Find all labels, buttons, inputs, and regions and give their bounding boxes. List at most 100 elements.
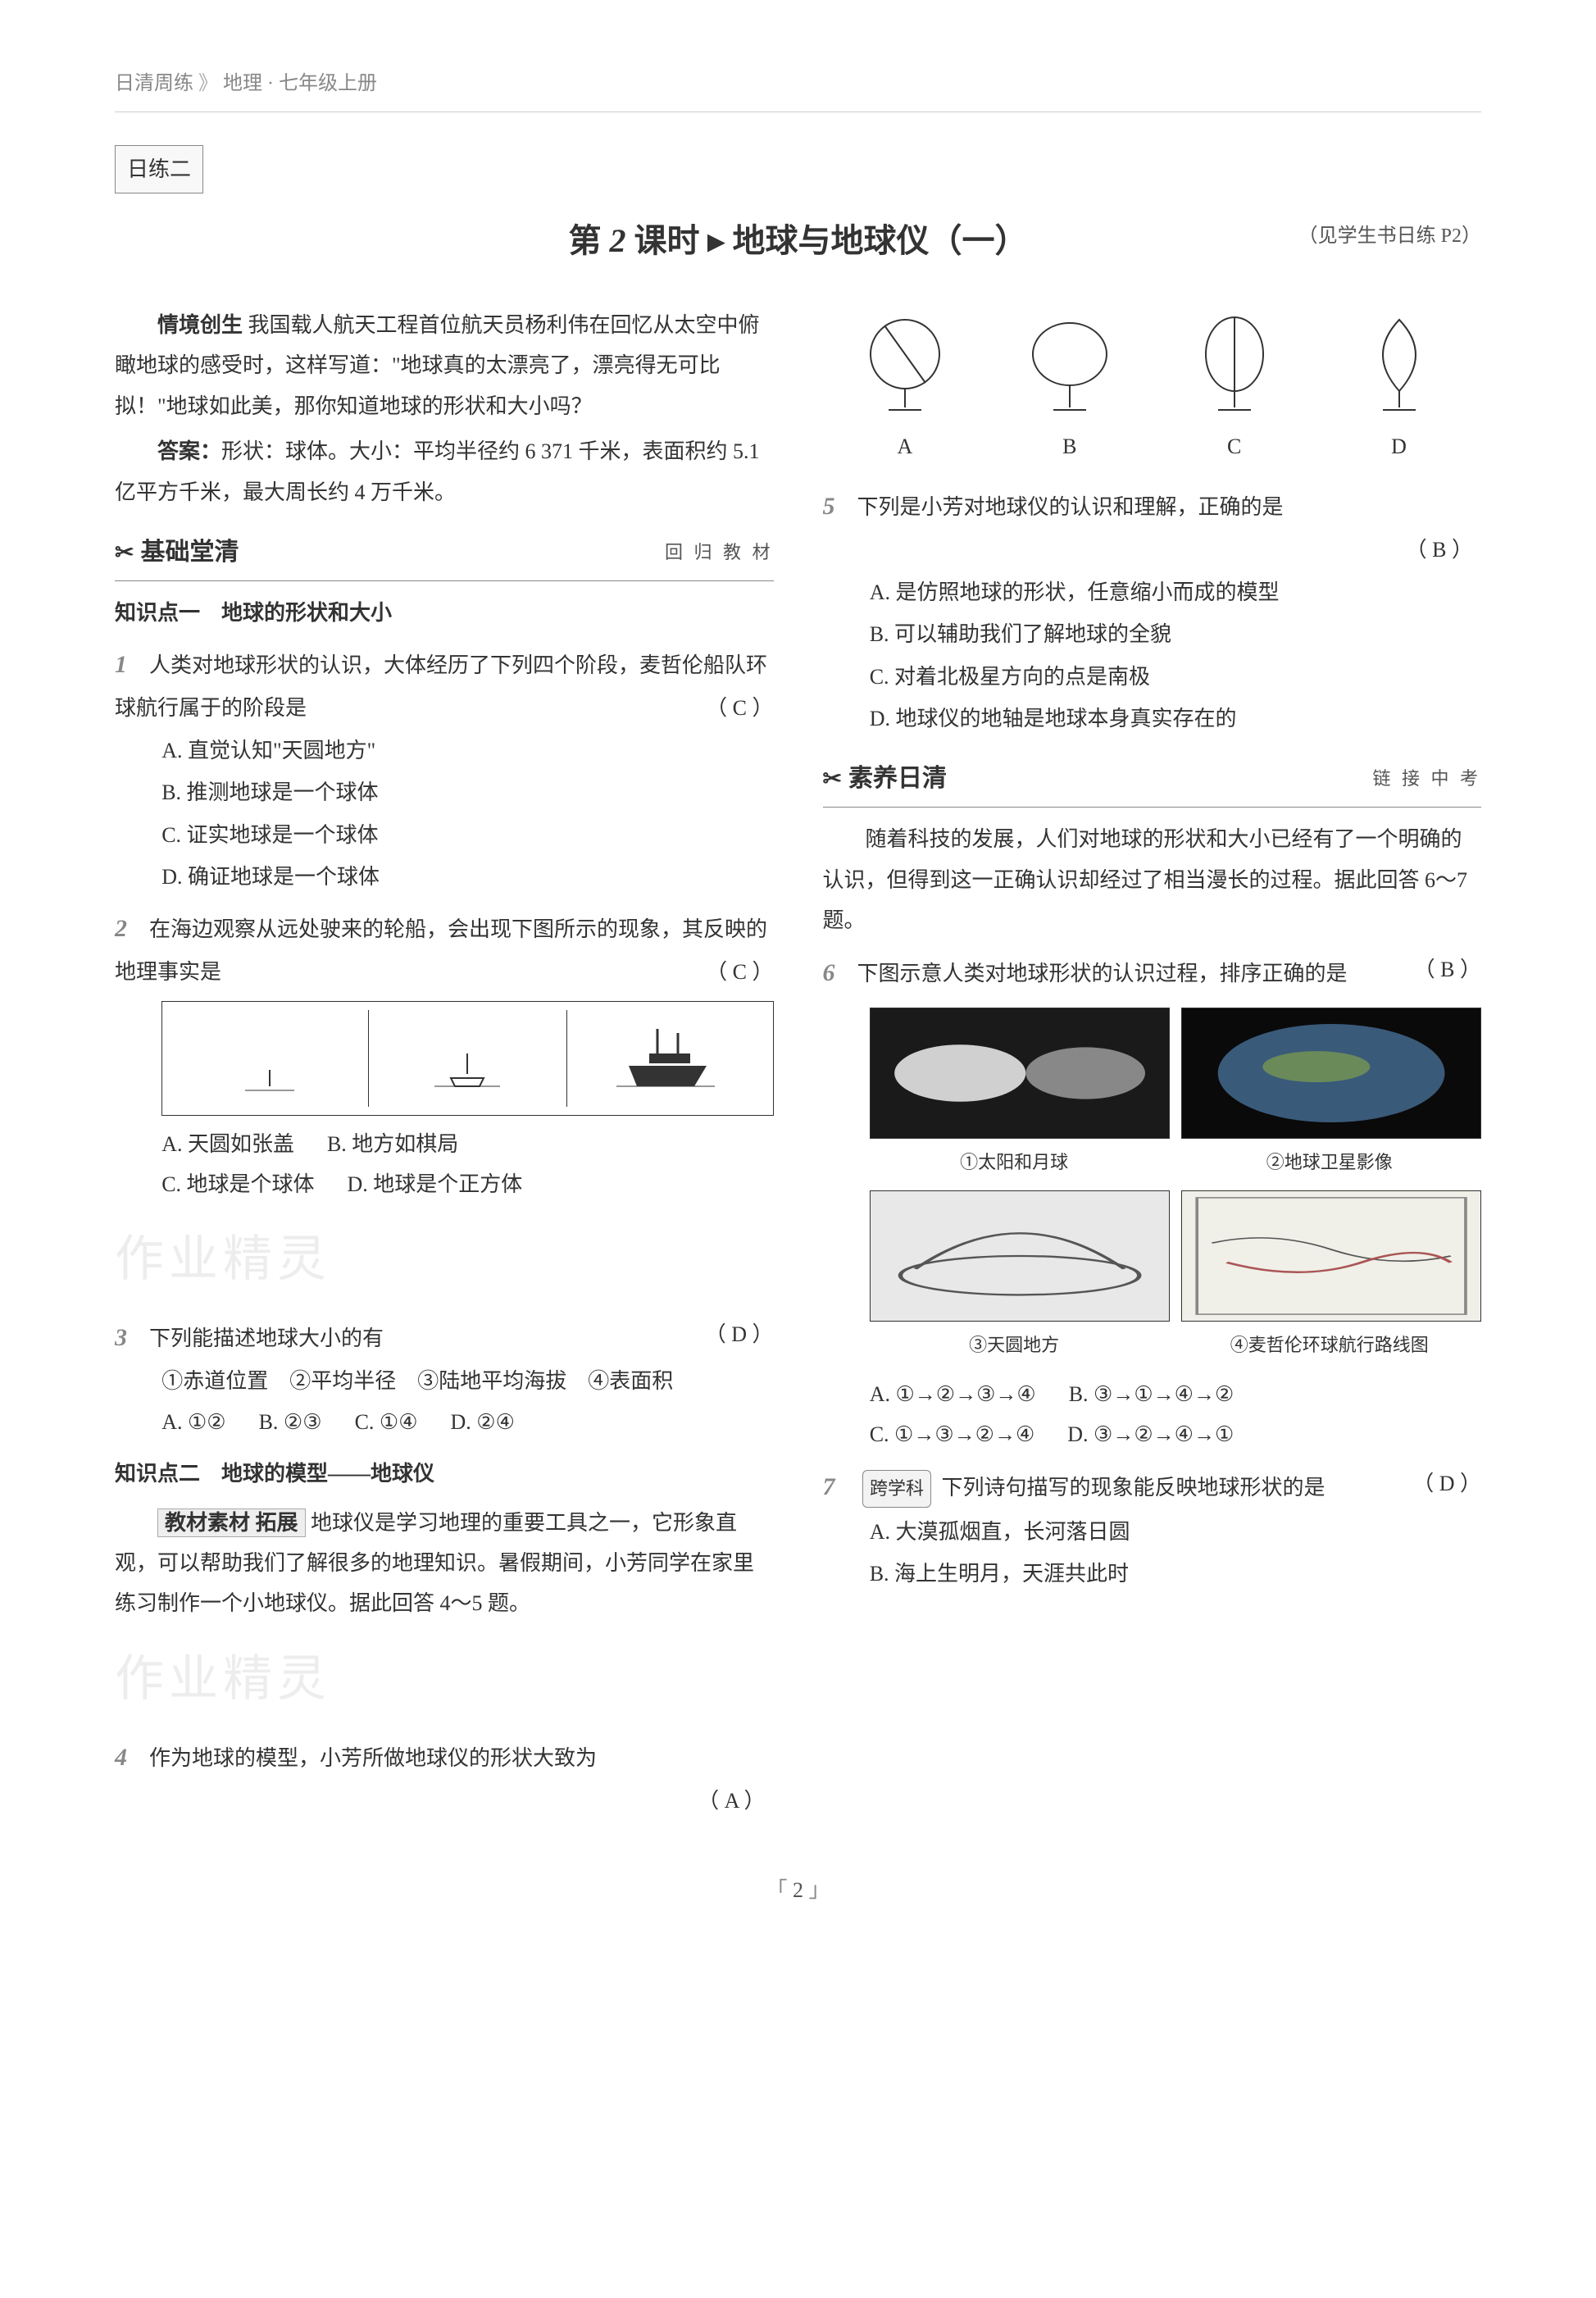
ship-small-icon [245, 1066, 294, 1099]
header-sep: 》 [198, 73, 218, 94]
diagram-b: B [1025, 313, 1115, 466]
q6-options-1: A. ①→②→③→④ B. ③→①→④→② [823, 1374, 1482, 1414]
globe-shape-diagram: A B C [823, 313, 1482, 466]
q6-img-row-2 [870, 1190, 1481, 1322]
q3-options: A. ①② B. ②③ C. ①④ D. ②④ [115, 1402, 774, 1442]
q7-answer: （ D ） [1412, 1463, 1481, 1504]
q3-opt-a: A. ①② [161, 1402, 225, 1442]
img-magellan-map [1181, 1190, 1481, 1322]
q1-opt-c: C. 证实地球是一个球体 [161, 815, 773, 855]
q4-stem: 作为地球的模型，小芳所做地球仪的形状大致为 [149, 1746, 597, 1770]
q6-opt-d: D. ③→②→④→① [1067, 1414, 1234, 1454]
q5-opt-b: B. 可以辅助我们了解地球的全貌 [870, 614, 1481, 654]
q2-answer: （ C ） [706, 952, 773, 992]
q5-opt-a: A. 是仿照地球的形状，任意缩小而成的模型 [870, 572, 1481, 612]
q6-opt-c: C. ①→③→②→④ [870, 1414, 1035, 1454]
q7-stem: 下列诗句描写的现象能反映地球形状的是 [942, 1476, 1325, 1499]
question-2: 2在海边观察从远处驶来的轮船，会出现下图所示的现象，其反映的地理事实是 （ C … [115, 905, 774, 1204]
q1-num: 1 [115, 641, 149, 688]
q3-stem-row: 3下列能描述地球大小的有 （ D ） [115, 1314, 774, 1361]
ship-cell-1 [171, 1010, 369, 1107]
q3-items: ①赤道位置 ②平均半径 ③陆地平均海拔 ④表面积 [115, 1361, 774, 1401]
section-basic-header: ✂基础堂清 回 归 教 材 [115, 529, 774, 581]
q7-num: 7 [823, 1463, 857, 1510]
section-basic-title: 基础堂清 [140, 539, 239, 566]
two-column-layout: 情境创生 我国载人航天工程首位航天员杨利伟在回忆从太空中俯瞰地球的感受时，这样写… [115, 305, 1481, 1829]
question-1: 1人类对地球形状的认识，大体经历了下列四个阶段，麦哲伦船队环球航行属于的阶段是 … [115, 641, 774, 897]
globe-d-icon [1354, 313, 1444, 420]
q1-opt-d: D. 确证地球是一个球体 [161, 857, 773, 897]
q6-cap-4: ④麦哲伦环球航行路线图 [1177, 1328, 1481, 1363]
intro-answer: 答案：形状：球体。大小：平均半径约 6 371 千米，表面积约 5.1 亿平方千… [115, 431, 774, 512]
diagram-c-label: C [1189, 426, 1280, 466]
q3-num: 3 [115, 1314, 149, 1361]
title-num: 2 [609, 222, 625, 259]
q7-opt-b: B. 海上生明月，天涯共此时 [870, 1554, 1481, 1594]
title-mid: 课时 [634, 222, 699, 259]
section-basic-right: 回 归 教 材 [665, 535, 774, 570]
question-3: 3下列能描述地球大小的有 （ D ） ①赤道位置 ②平均半径 ③陆地平均海拔 ④… [115, 1314, 774, 1442]
title-arrow: ▸ [707, 222, 724, 259]
watermark-1: 作业精灵 [115, 1213, 774, 1306]
q6-caption-row-2: ③天圆地方 ④麦哲伦环球航行路线图 [862, 1328, 1481, 1363]
q3-opt-c: C. ①④ [355, 1402, 418, 1442]
q5-options: A. 是仿照地球的形状，任意缩小而成的模型 B. 可以辅助我们了解地球的全貌 C… [823, 572, 1482, 739]
bracket-right: 」 [809, 1878, 830, 1902]
q3-opt-d: D. ②④ [451, 1402, 515, 1442]
q6-cap-1: ①太阳和月球 [862, 1145, 1166, 1180]
title-main: 地球与地球仪（一） [733, 222, 1028, 259]
header-subject: 地理 · 七年级上册 [223, 73, 377, 94]
img-sun-moon [870, 1008, 1170, 1139]
globe-c-icon [1189, 313, 1280, 420]
q1-stem: 人类对地球形状的认识，大体经历了下列四个阶段，麦哲伦船队环球航行属于的阶段是 [115, 653, 767, 720]
q2-num: 2 [115, 905, 149, 952]
q3-opt-b: B. ②③ [259, 1402, 322, 1442]
question-6: 6下图示意人类对地球形状的认识过程，排序正确的是 （ B ） [823, 949, 1482, 1455]
q6-stem-row: 6下图示意人类对地球形状的认识过程，排序正确的是 （ B ） [823, 949, 1482, 996]
globe-b-icon [1025, 313, 1115, 420]
q5-opt-c: C. 对着北极星方向的点是南极 [870, 657, 1481, 697]
q6-img-row-1 [870, 1008, 1481, 1139]
watermark-2: 作业精灵 [115, 1632, 774, 1726]
section-core-right: 链 接 中 考 [1372, 762, 1481, 796]
kp2-title: 知识点二 地球的模型——地球仪 [115, 1454, 774, 1494]
q6-caption-row-1: ①太阳和月球 ②地球卫星影像 [862, 1145, 1481, 1180]
q6-opt-a: A. ①→②→③→④ [870, 1374, 1036, 1414]
question-4: 4作为地球的模型，小芳所做地球仪的形状大致为 （ A ） [115, 1734, 774, 1821]
globe-a-icon [860, 313, 950, 420]
q6-answer: （ B ） [1414, 949, 1481, 990]
q1-opt-b: B. 推测地球是一个球体 [161, 772, 773, 812]
q2-opt-d: D. 地球是个正方体 [348, 1164, 523, 1204]
cross-subject-tag: 跨学科 [862, 1470, 931, 1508]
page-num-value: 2 [793, 1878, 803, 1902]
q2-options: A. 天圆如张盖 B. 地方如棋局 [115, 1124, 774, 1164]
page-header: 日清周练 》 地理 · 七年级上册 [115, 66, 1481, 112]
q1-stem-row: 1人类对地球形状的认识，大体经历了下列四个阶段，麦哲伦船队环球航行属于的阶段是 … [115, 641, 774, 728]
ship-cell-3 [567, 1010, 765, 1107]
q2-opt-a: A. 天圆如张盖 [161, 1124, 294, 1164]
ship-large-icon [616, 1025, 715, 1099]
q4-answer: （ A ） [698, 1789, 765, 1813]
ans-label: 答案： [157, 439, 221, 463]
lesson-title: 第 2 课时 ▸ 地球与地球仪（一） [568, 210, 1027, 272]
question-7: 7 跨学科 下列诗句描写的现象能反映地球形状的是 （ D ） A. 大漠孤烟直，… [823, 1463, 1482, 1595]
bracket-left: 「 [766, 1878, 787, 1902]
q2-options-2: C. 地球是个球体 D. 地球是个正方体 [115, 1164, 774, 1204]
q1-options: A. 直觉认知"天圆地方" B. 推测地球是一个球体 C. 证实地球是一个球体 … [115, 730, 774, 898]
q6-options-2: C. ①→③→②→④ D. ③→②→④→① [823, 1414, 1482, 1454]
q6-num: 6 [823, 949, 857, 996]
header-series: 日清周练 [115, 73, 193, 94]
section-core-title: 素养日清 [848, 765, 947, 792]
question-5: 5下列是小芳对地球仪的认识和理解，正确的是 （ B ） A. 是仿照地球的形状，… [823, 483, 1482, 739]
intro-label: 情境创生 [157, 313, 243, 337]
kp1-title: 知识点一 地球的形状和大小 [115, 593, 774, 633]
q5-stem-row: 5下列是小芳对地球仪的认识和理解，正确的是 [823, 483, 1482, 530]
q1-answer: （ C ） [706, 688, 773, 728]
q2-opt-b: B. 地方如棋局 [327, 1124, 458, 1164]
core-intro: 随着科技的发展，人们对地球的形状和大小已经有了一个明确的认识，但得到这一正确认识… [823, 819, 1482, 940]
q5-stem: 下列是小芳对地球仪的认识和理解，正确的是 [857, 495, 1284, 519]
img-tianyuan [870, 1190, 1170, 1322]
intro-para: 情境创生 我国载人航天工程首位航天员杨利伟在回忆从太空中俯瞰地球的感受时，这样写… [115, 305, 774, 426]
q1-opt-a: A. 直觉认知"天圆地方" [161, 730, 773, 771]
q2-opt-c: C. 地球是个球体 [161, 1164, 314, 1204]
